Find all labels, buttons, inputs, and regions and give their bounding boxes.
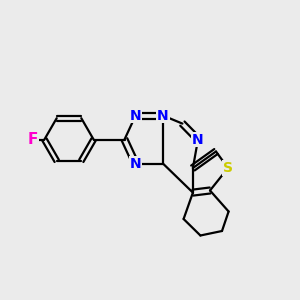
Text: N: N xyxy=(192,133,204,146)
Text: S: S xyxy=(223,161,233,175)
Text: F: F xyxy=(28,132,38,147)
Text: N: N xyxy=(130,109,141,122)
Text: N: N xyxy=(157,109,169,122)
Text: N: N xyxy=(130,157,141,170)
